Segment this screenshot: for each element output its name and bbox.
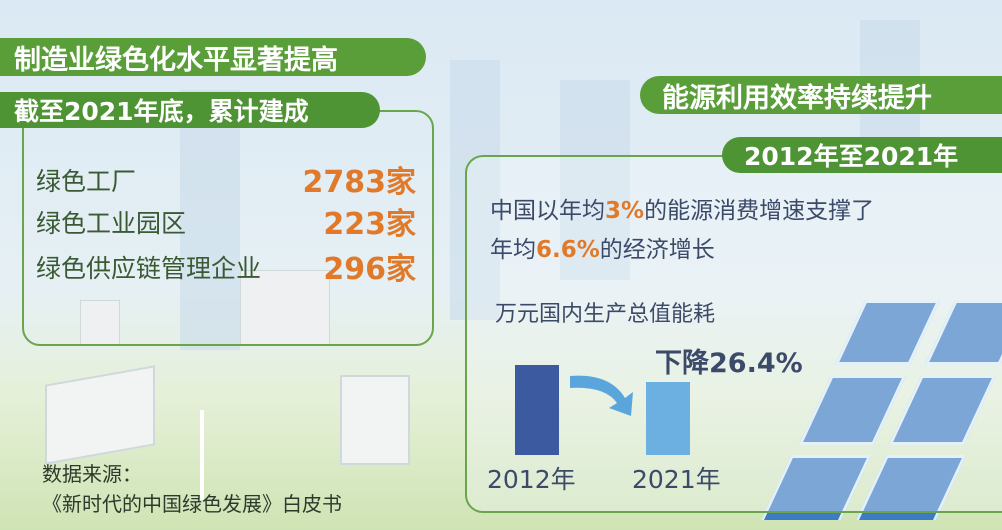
office-building-illustration bbox=[340, 375, 410, 465]
factory-illustration bbox=[45, 365, 155, 465]
bar-label-2021: 2021年 bbox=[632, 465, 721, 494]
bar-label-2012: 2012年 bbox=[487, 465, 576, 494]
background-building bbox=[560, 80, 630, 280]
text-line2-pre: 年均 bbox=[490, 237, 536, 263]
item-value-green-park: 223家 bbox=[323, 207, 416, 242]
highlight-6-6-percent: 6.6% bbox=[536, 237, 600, 263]
left-title-banner: 制造业绿色化水平显著提高 bbox=[0, 38, 426, 76]
bar-2012 bbox=[515, 365, 559, 455]
item-label-green-factory: 绿色工厂 bbox=[36, 167, 137, 196]
decline-arrow-shape bbox=[570, 375, 633, 416]
right-subtitle-banner: 2012年至2021年 bbox=[722, 137, 1002, 173]
energy-statement-line2: 年均6.6%的经济增长 bbox=[490, 230, 715, 264]
energy-statement-line1: 中国以年均3%的能源消费增速支撑了 bbox=[490, 191, 874, 225]
source-text: 《新时代的中国绿色发展》白皮书 bbox=[42, 492, 342, 516]
item-value-green-supply-chain: 296家 bbox=[323, 252, 416, 287]
background-building bbox=[450, 60, 500, 320]
source-label: 数据来源： bbox=[42, 462, 142, 486]
text-post: 的经济增长 bbox=[599, 237, 715, 263]
text-pre: 中国以年均 bbox=[490, 198, 605, 224]
chart-title: 万元国内生产总值能耗 bbox=[495, 302, 716, 327]
right-title-banner: 能源利用效率持续提升 bbox=[640, 76, 1002, 114]
highlight-3-percent: 3% bbox=[605, 198, 645, 224]
item-label-green-park: 绿色工业园区 bbox=[36, 209, 187, 238]
background-building bbox=[180, 90, 240, 350]
building-illustration bbox=[80, 300, 120, 345]
bar-2021 bbox=[646, 382, 690, 455]
item-value-green-factory: 2783家 bbox=[302, 165, 417, 200]
item-label-green-supply-chain: 绿色供应链管理企业 bbox=[36, 254, 262, 283]
decline-label: 下降26.4% bbox=[655, 348, 803, 379]
wind-turbine-icon bbox=[200, 410, 204, 500]
left-subtitle-banner: 截至2021年底，累计建成 bbox=[0, 92, 380, 128]
text-mid: 的能源消费增速支撑了 bbox=[644, 198, 875, 224]
decline-arrow-icon bbox=[570, 375, 633, 416]
